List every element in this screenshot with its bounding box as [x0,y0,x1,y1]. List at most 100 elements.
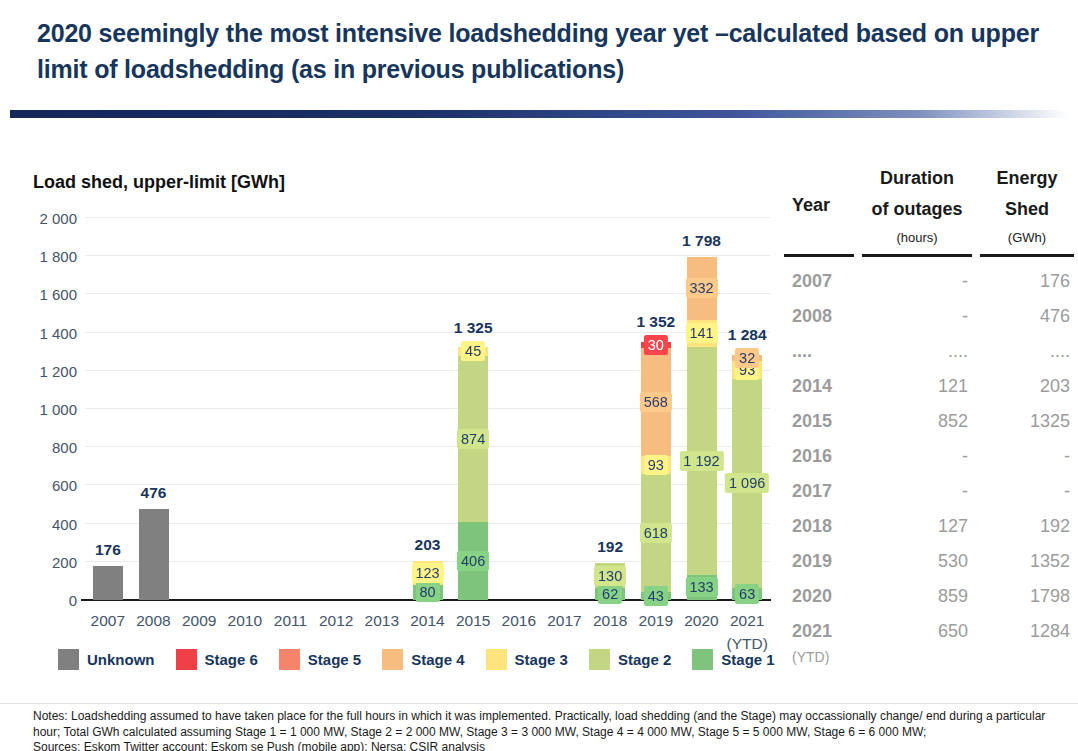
bar-total-label: 192 [597,538,623,556]
legend-label: Stage 4 [411,651,464,668]
table-cell-energy: .... [980,327,1074,362]
table-cell-duration: - [862,257,972,292]
y-tick-label: 400 [23,516,77,533]
table-cell-duration: - [862,432,972,467]
table-cell-duration: 121 [862,362,972,397]
notes-text: Notes: Loadshedding assumed to have take… [33,709,1073,740]
table-cell-duration: .... [862,327,972,362]
gridline [85,293,770,294]
segment-value-label: 30 [644,335,668,355]
bar-segment-unknown [93,566,123,600]
slide: 2020 seemingly the most intensive loadsh… [0,0,1078,751]
y-tick-label: 1 000 [23,401,77,418]
segment-value-label: 332 [685,278,717,298]
gridline [85,217,770,218]
segment-value-label: 1 096 [725,473,769,493]
slide-title: 2020 seemingly the most intensive loadsh… [37,16,1052,87]
table-cell-year-sub: (YTD) [792,649,854,665]
table-cell-year: .... [784,327,854,362]
segment-value-label: 63 [735,584,759,604]
table-cell-duration: 852 [862,397,972,432]
table-body: 2007-1762008-476............201412120320… [784,257,1074,665]
table-cell-year: 2008 [784,292,854,327]
table-cell-energy: 1325 [980,397,1074,432]
y-tick-label: 200 [23,554,77,571]
summary-table: Year Duration of outages (hours) Energy … [784,163,1074,665]
legend-swatch [58,649,79,670]
segment-value-label: 133 [685,577,717,597]
legend-swatch [279,649,300,670]
segment-value-label: 406 [457,551,489,571]
legend-item-stage-5: Stage 5 [279,649,361,670]
legend-label: Stage 5 [308,651,361,668]
table-cell-duration: 127 [862,502,972,537]
bar-total-label: 176 [95,541,121,559]
bar-total-label: 1 798 [682,232,721,250]
segment-value-label: 141 [685,323,717,343]
legend-swatch [382,649,403,670]
legend-item-stage-3: Stage 3 [486,649,568,670]
bar-total-label: 203 [415,536,441,554]
table-cell-energy: 1284 [980,607,1074,665]
gridline [85,332,770,333]
legend-item-stage-4: Stage 4 [382,649,464,670]
title-divider [10,110,1068,118]
legend-label: Unknown [87,651,155,668]
table-cell-duration: - [862,292,972,327]
y-tick-label: 1 800 [23,248,77,265]
segment-value-label: 43 [644,586,668,606]
legend-swatch [692,649,713,670]
legend-item-stage-2: Stage 2 [589,649,671,670]
y-tick-label: 1 400 [23,325,77,342]
table-cell-year: 2014 [784,362,854,397]
segment-value-label: 618 [640,523,672,543]
table-cell-year: 2015 [784,397,854,432]
y-tick-label: 0 [23,592,77,609]
segment-value-label: 1 192 [679,451,723,471]
sources-text: Sources: Eskom Twitter account; Eskom se… [33,740,1073,751]
stacked-bar-chart: 02004006008001 0001 2001 4001 6001 8002 … [85,218,770,600]
y-tick-label: 800 [23,439,77,456]
notes-divider [0,703,1078,704]
table-cell-energy: 1352 [980,537,1074,572]
chart-legend: Unknown Stage 6 Stage 5 Stage 4 Stage 3 Stage… [58,649,775,670]
legend-label: Stage 3 [515,651,568,668]
segment-value-label: 93 [644,455,668,475]
y-tick-label: 1 600 [23,286,77,303]
legend-item-unknown: Unknown [58,649,155,670]
y-tick-label: 600 [23,477,77,494]
bar-segment-unknown [139,509,169,600]
legend-item-stage-6: Stage 6 [176,649,258,670]
bar-total-label: 476 [141,484,167,502]
segment-value-label: 130 [594,566,626,586]
table-cell-duration: 650 [862,607,972,665]
legend-label: Stage 6 [205,651,258,668]
legend-swatch [486,649,507,670]
table-cell-year: 2018 [784,502,854,537]
legend-swatch [176,649,197,670]
bar-total-label: 1 352 [636,313,675,331]
table-cell-duration: 530 [862,537,972,572]
table-cell-duration: 859 [862,572,972,607]
segment-value-label: 874 [457,429,489,449]
table-cell-energy: 176 [980,257,1074,292]
segment-value-label: 45 [461,341,485,361]
chart-title: Load shed, upper-limit [GWh] [33,172,285,193]
segment-value-label: 80 [415,582,439,602]
legend-swatch [589,649,610,670]
table-cell-energy: - [980,432,1074,467]
table-cell-year: 2017 [784,467,854,502]
footnotes: Notes: Loadshedding assumed to have take… [33,709,1073,751]
segment-value-label: 123 [411,563,443,583]
table-cell-energy: 203 [980,362,1074,397]
legend-item-stage-1: Stage 1 [692,649,774,670]
gridline [85,255,770,256]
table-cell-energy: 1798 [980,572,1074,607]
col-header-year: Year [784,163,854,257]
col-header-duration: Duration of outages (hours) [862,163,972,257]
segment-value-label: 568 [640,392,672,412]
table-cell-year: 2019 [784,537,854,572]
segment-value-label: 32 [735,348,759,368]
bar-total-label: 1 325 [454,319,493,337]
segment-value-label: 62 [598,584,622,604]
